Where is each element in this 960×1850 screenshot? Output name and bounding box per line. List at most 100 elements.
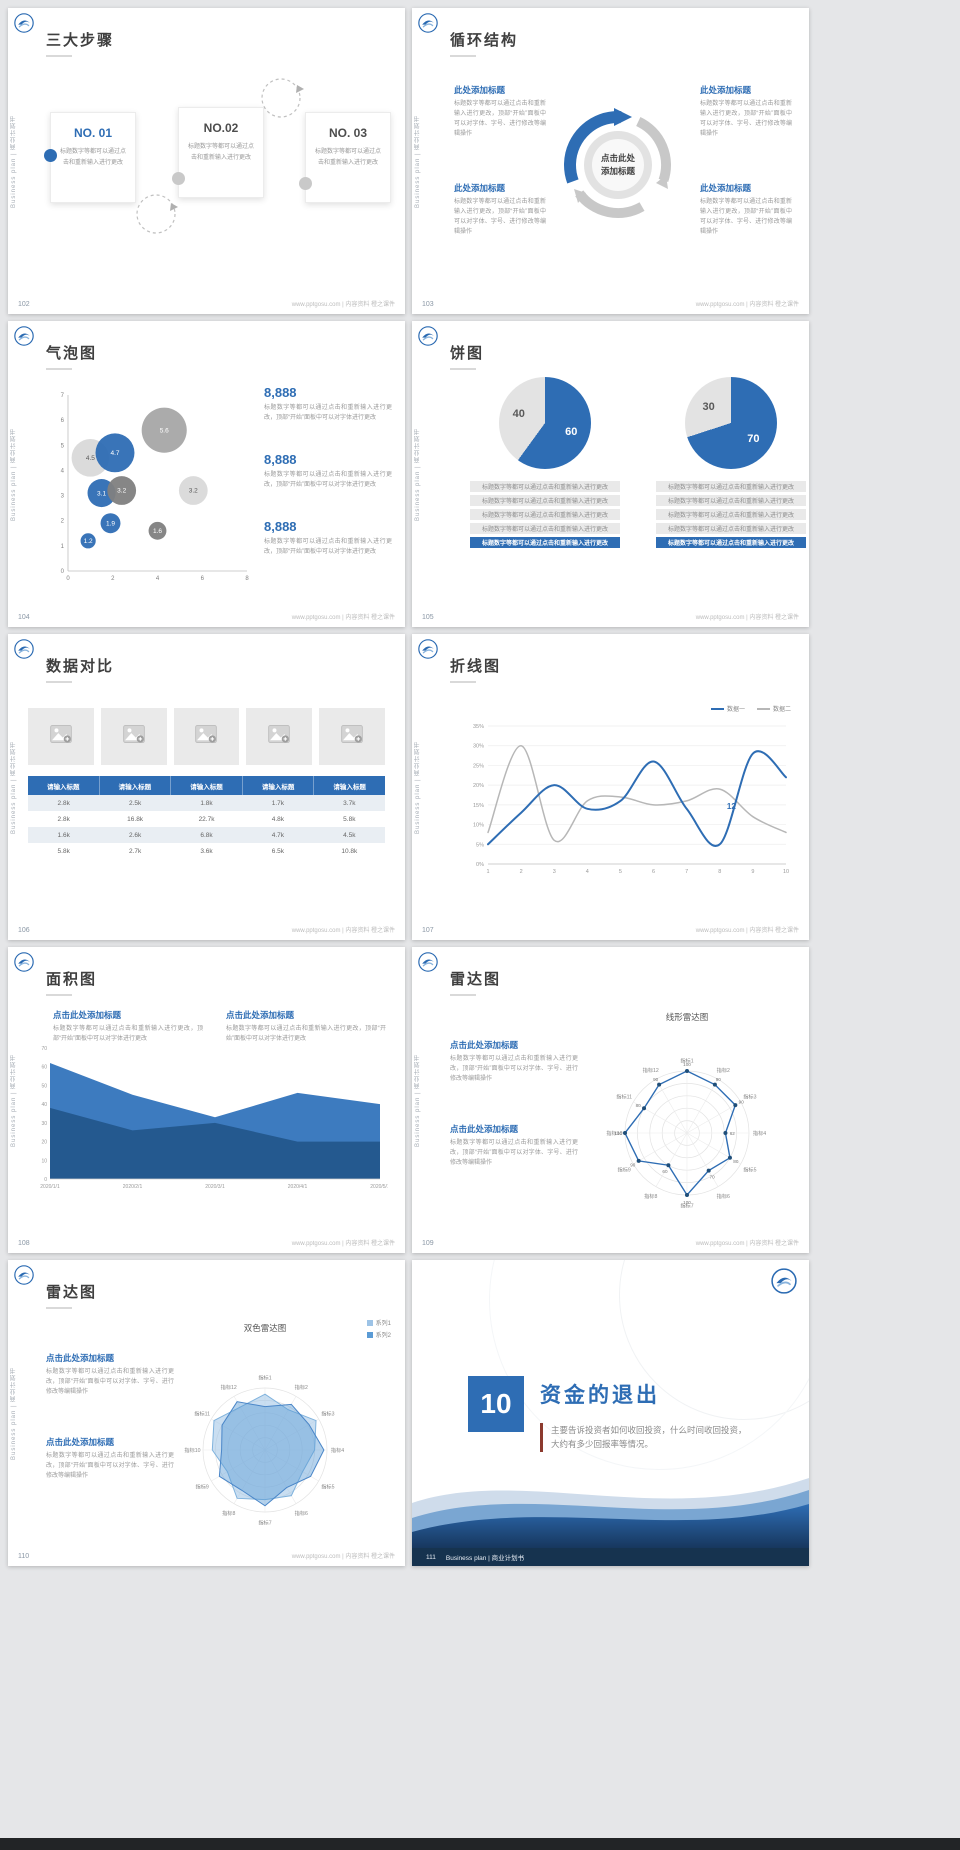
legend-label: 系列1 <box>375 1321 391 1327</box>
svg-text:90: 90 <box>739 1100 745 1105</box>
slide-111[interactable]: 10 资金的退出 主要告诉投资者如何收回投资，什么时间收回投资，大约有多少回报率… <box>412 1260 809 1566</box>
slide-105[interactable]: Business plan | 商业计划书 饼图 60 40 标题数字等都可以通过… <box>412 321 809 627</box>
svg-text:指标9: 指标9 <box>618 1165 631 1173</box>
block-text: 标题数字等都可以通过点击和重新输入进行更改，顶部“开始”面板中可以对字体进行更改 <box>226 1026 386 1042</box>
table-cell: 5.8k <box>313 811 386 827</box>
side-watermark: Business plan | 商业计划书 <box>11 1053 17 1147</box>
slide-title: 饼图 <box>450 342 484 370</box>
svg-text:2020/3/1: 2020/3/1 <box>205 1184 225 1190</box>
svg-text:指标7: 指标7 <box>680 1202 693 1210</box>
svg-text:70: 70 <box>41 1046 47 1052</box>
pie-caption-rows: 标题数字等都可以通过点击和重新输入进行更改 标题数字等都可以通过点击和重新输入进行… <box>470 481 620 548</box>
svg-text:100: 100 <box>683 1200 691 1205</box>
slide-title: 雷达图 <box>450 968 501 996</box>
logo-icon <box>14 952 34 972</box>
slide-title: 面积图 <box>46 968 97 996</box>
image-placeholder-icon <box>50 725 72 748</box>
svg-text:3: 3 <box>61 494 65 500</box>
svg-text:20%: 20% <box>473 783 484 789</box>
logo-icon <box>418 326 438 346</box>
section-title: 资金的退出 <box>540 1384 660 1407</box>
slide-109[interactable]: Business plan | 商业计划书 雷达图 线形雷达图 点击此处添加标题… <box>412 947 809 1253</box>
svg-text:1: 1 <box>486 869 489 875</box>
cycle-center-text: 点击此处 添加标题 <box>558 105 678 225</box>
image-placeholder <box>173 708 240 765</box>
pie-chart: 60 40 <box>499 377 591 469</box>
stat-value: 8,888 <box>264 452 297 467</box>
svg-text:指标8: 指标8 <box>644 1192 657 1200</box>
page-number: 109 <box>422 1240 434 1247</box>
svg-text:60: 60 <box>41 1065 47 1071</box>
cover-footer: 111 Business plan | 商业计划书 <box>412 1548 809 1566</box>
svg-text:25%: 25% <box>473 763 484 769</box>
svg-text:指标4: 指标4 <box>753 1129 766 1137</box>
step-bullet <box>172 172 185 185</box>
logo-icon <box>418 13 438 33</box>
svg-text:4.5: 4.5 <box>86 455 95 462</box>
stat-text: 标题数字等都可以通过点击和重新输入进行更改，顶部“开始”面板中可以对字体进行更改 <box>264 405 392 421</box>
pie-caption-row: 标题数字等都可以通过点击和重新输入进行更改 <box>470 495 620 506</box>
table-row: 5.8k 2.7k 3.6k 6.5k 10.8k <box>28 843 386 859</box>
slide-title: 折线图 <box>450 655 501 683</box>
svg-text:指标8: 指标8 <box>222 1509 235 1517</box>
cycle-block: 此处添加标题 标题数字等都可以通过点击和重新输入进行更改，顶部“开始”面板中可以… <box>700 84 792 140</box>
table-row: 2.8k 16.8k 22.7k 4.8k 5.8k <box>28 811 386 827</box>
svg-text:3.1: 3.1 <box>97 490 106 497</box>
logo-icon <box>14 13 34 33</box>
stat-value: 8,888 <box>264 519 297 534</box>
slide-102[interactable]: Business plan | 商业计划书 三大步骤 NO. 01 标题数字等都… <box>8 8 405 314</box>
radar-line-chart: 指标1 指标2 指标3 指标4 指标5 指标6 指标7 指标8 指标9 指标10 指标11 指标12 1… <box>606 1056 766 1210</box>
pie-slice-label: 70 <box>747 433 760 446</box>
slide-108[interactable]: Business plan | 商业计划书 面积图 点击此处添加标题 标题数字等… <box>8 947 405 1253</box>
step-number: NO.02 <box>203 121 239 135</box>
stat-value: 8,888 <box>264 385 297 400</box>
image-placeholder <box>319 708 385 765</box>
block-heading: 点击此处添加标题 <box>226 1010 295 1020</box>
block-heading: 此处添加标题 <box>700 85 752 95</box>
slide-grid: Business plan | 商业计划书 三大步骤 NO. 01 标题数字等都… <box>8 8 809 1566</box>
svg-text:指标6: 指标6 <box>295 1509 308 1517</box>
slide-106[interactable]: Business plan | 商业计划书 数据对比 请输入标题 请输入标题 请输入… <box>8 634 405 940</box>
block-heading: 点击此处添加标题 <box>450 1124 519 1134</box>
table-cell: 16.8k <box>99 811 171 827</box>
block-heading: 点击此处添加标题 <box>450 1040 519 1050</box>
svg-text:1.9: 1.9 <box>106 520 115 527</box>
svg-text:60: 60 <box>662 1169 668 1174</box>
block-text: 标题数字等都可以通过点击和重新输入进行更改，顶部“开始”面板中可以对字体、字号、… <box>46 1369 174 1395</box>
page-number: 111 <box>426 1553 436 1561</box>
side-watermark: Business plan | 商业计划书 <box>11 427 17 521</box>
slide-110[interactable]: Business plan | 商业计划书 雷达图 双色雷达图 系列1 系列2 … <box>8 1260 405 1566</box>
table-cell: 4.8k <box>242 811 314 827</box>
stat-item: 8,888 标题数字等都可以通过点击和重新输入进行更改，顶部“开始”面板中可以对… <box>264 385 392 423</box>
footer-site-text: www.pptgosu.com | 内容资料 橙之课件 <box>291 1241 395 1247</box>
footer-site-text: www.pptgosu.com | 内容资料 橙之课件 <box>695 928 799 934</box>
legend-item: 系列2 <box>366 1330 391 1339</box>
slide-107[interactable]: Business plan | 商业计划书 折线图 数据一 数据二 0% 5% 10… <box>412 634 809 940</box>
svg-text:80: 80 <box>733 1159 739 1164</box>
svg-text:指标5: 指标5 <box>743 1165 756 1173</box>
bottom-bar <box>0 1838 960 1850</box>
svg-text:指标5: 指标5 <box>321 1482 334 1490</box>
svg-text:70: 70 <box>710 1174 716 1179</box>
svg-text:指标12: 指标12 <box>221 1383 237 1391</box>
svg-text:指标3: 指标3 <box>321 1410 334 1418</box>
section-header: 10 资金的退出 主要告诉投资者如何收回投资，什么时间收回投资，大约有多少回报率… <box>468 1376 752 1452</box>
side-watermark: Business plan | 商业计划书 <box>415 1053 421 1147</box>
radar-block: 点击此处添加标题 标题数字等都可以通过点击和重新输入进行更改，顶部“开始”面板中… <box>46 1436 174 1482</box>
slide-title: 雷达图 <box>46 1281 97 1309</box>
block-heading: 此处添加标题 <box>454 183 506 193</box>
logo-icon <box>14 326 34 346</box>
svg-text:5: 5 <box>619 869 622 875</box>
slide-104[interactable]: Business plan | 商业计划书 气泡图 0 1 2 3 4 5 6 7 0 2 4 6 8 4… <box>8 321 405 627</box>
svg-text:2020/4/1: 2020/4/1 <box>288 1184 308 1190</box>
slide-103[interactable]: Business plan | 商业计划书 循环结构 此处添加标题 标题数字等都… <box>412 8 809 314</box>
page-number: 102 <box>18 301 30 308</box>
block-text: 标题数字等都可以通过点击和重新输入进行更改，顶部“开始”面板中可以对字体、字号、… <box>700 199 792 235</box>
svg-text:6: 6 <box>201 576 205 582</box>
svg-text:2: 2 <box>520 869 523 875</box>
svg-text:0%: 0% <box>476 862 484 868</box>
logo-icon <box>418 639 438 659</box>
slide-title: 数据对比 <box>46 655 114 683</box>
image-placeholder-icon <box>122 725 145 748</box>
area-block: 点击此处添加标题 标题数字等都可以通过点击和重新输入进行更改，顶部“开始”面板中… <box>226 1009 386 1045</box>
